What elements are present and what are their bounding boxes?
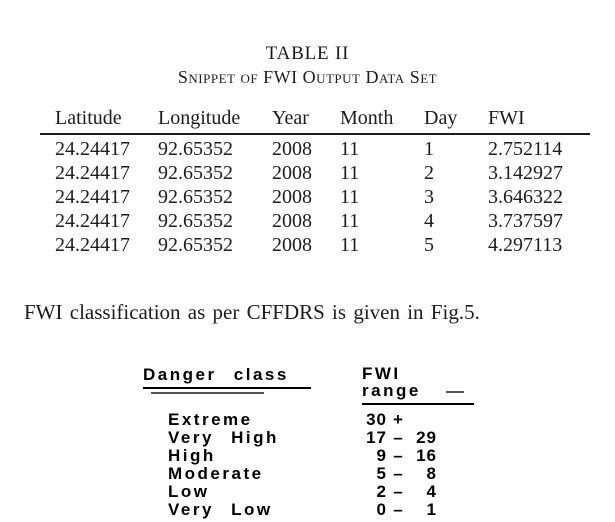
cell-fwi: 3.646322 [488,186,563,208]
column-header-latitude: Latitude [40,106,158,135]
figure-header-row: Danger class FWI range [143,365,488,405]
cell-month: 11 [340,138,360,160]
danger-row: High 9 – 16 [143,447,488,465]
danger-class-label: Very High [168,428,279,447]
cell-latitude: 24.24417 [55,210,130,232]
fwi-output-table: Latitude Longitude Year Month Day FWI 24… [40,106,590,257]
cell-year: 2008 [272,138,312,160]
cell-longitude: 92.65352 [158,234,233,256]
cell-longitude: 92.65352 [158,138,233,160]
cell-longitude: 92.65352 [158,210,233,232]
cell-latitude: 24.24417 [55,234,130,256]
danger-class-label: Extreme [168,410,253,429]
range-low: 0 [376,500,387,519]
range-low: 9 [376,446,387,465]
table-header-row: Latitude Longitude Year Month Day FWI [40,106,590,135]
range-high [410,411,437,429]
danger-class-label: Moderate [168,464,264,483]
cell-day: 5 [424,234,434,256]
fwi-range-value: 5 – 8 [362,465,437,483]
cell-day: 1 [424,138,434,160]
danger-row: Very High 17 – 29 [143,429,488,447]
table-caption: TABLE II Snippet of FWI Output Data Set [0,43,615,88]
cell-day: 3 [424,186,434,208]
cell-longitude: 92.65352 [158,186,233,208]
figure-rows: Extreme 30 + Very High 17 – 29 High 9 [143,411,488,519]
range-low: 2 [376,482,387,501]
table-caption-label: TABLE II [265,43,350,64]
table-row: 24.24417 92.65352 2008 11 4 3.737597 [40,209,590,233]
cell-year: 2008 [272,210,312,232]
cell-year: 2008 [272,162,312,184]
range-separator: – [393,500,404,519]
cell-day: 4 [424,210,434,232]
scan-artifact-line [151,392,264,394]
danger-class-label: High [168,446,216,465]
fwi-classification-figure: Danger class FWI range Extreme 30 + Very… [143,365,488,519]
table-row: 24.24417 92.65352 2008 11 3 3.646322 [40,185,590,209]
scan-artifact-line [446,391,464,393]
cell-latitude: 24.24417 [55,162,130,184]
fwi-range-value: 9 – 16 [362,447,437,465]
cell-month: 11 [340,162,360,184]
column-header-longitude: Longitude [158,106,272,135]
body-paragraph: FWI classification as per CFFDRS is give… [24,300,480,324]
cell-year: 2008 [272,186,312,208]
range-high: 1 [426,500,437,519]
column-header-fwi: FWI [488,106,590,135]
cell-fwi: 3.142927 [488,162,563,184]
cell-fwi: 2.752114 [488,138,563,160]
range-high: 8 [426,464,437,483]
range-separator: – [393,464,404,483]
range-low: 30 [366,410,387,429]
cell-day: 2 [424,162,434,184]
cell-year: 2008 [272,234,312,256]
range-separator: – [393,446,404,465]
danger-row: Low 2 – 4 [143,483,488,501]
range-separator: – [393,428,404,447]
range-high: 29 [416,428,437,447]
cell-month: 11 [340,186,360,208]
cell-month: 11 [340,234,360,256]
column-header-year: Year [272,106,340,135]
fwi-range-value: 0 – 1 [362,501,437,519]
danger-class-header: Danger class [143,366,311,389]
table-caption-title: Snippet of FWI Output Data Set [177,67,438,87]
table-row: 24.24417 92.65352 2008 11 2 3.142927 [40,161,590,185]
range-high: 4 [426,482,437,501]
danger-class-label: Low [168,482,210,501]
table-row: 24.24417 92.65352 2008 11 5 4.297113 [40,233,590,257]
range-separator: – [393,482,404,501]
column-header-month: Month [340,106,424,135]
fwi-range-value: 2 – 4 [362,483,437,501]
cell-longitude: 92.65352 [158,162,233,184]
danger-row: Moderate 5 – 8 [143,465,488,483]
range-low: 5 [376,464,387,483]
cell-latitude: 24.24417 [55,138,130,160]
danger-class-label: Very Low [168,500,273,519]
range-high: 16 [416,446,437,465]
range-low: 17 [366,428,387,447]
cell-latitude: 24.24417 [55,186,130,208]
danger-row: Very Low 0 – 1 [143,501,488,519]
cell-fwi: 4.297113 [488,234,563,256]
fwi-range-value: 30 + [362,411,437,429]
column-header-day: Day [424,106,488,135]
cell-fwi: 3.737597 [488,210,563,232]
table-row: 24.24417 92.65352 2008 11 1 2.752114 [40,134,590,161]
cell-month: 11 [340,210,360,232]
fwi-range-header: FWI range [362,365,474,405]
range-separator: + [393,410,404,429]
fwi-range-value: 17 – 29 [362,429,437,447]
danger-row: Extreme 30 + [143,411,488,429]
